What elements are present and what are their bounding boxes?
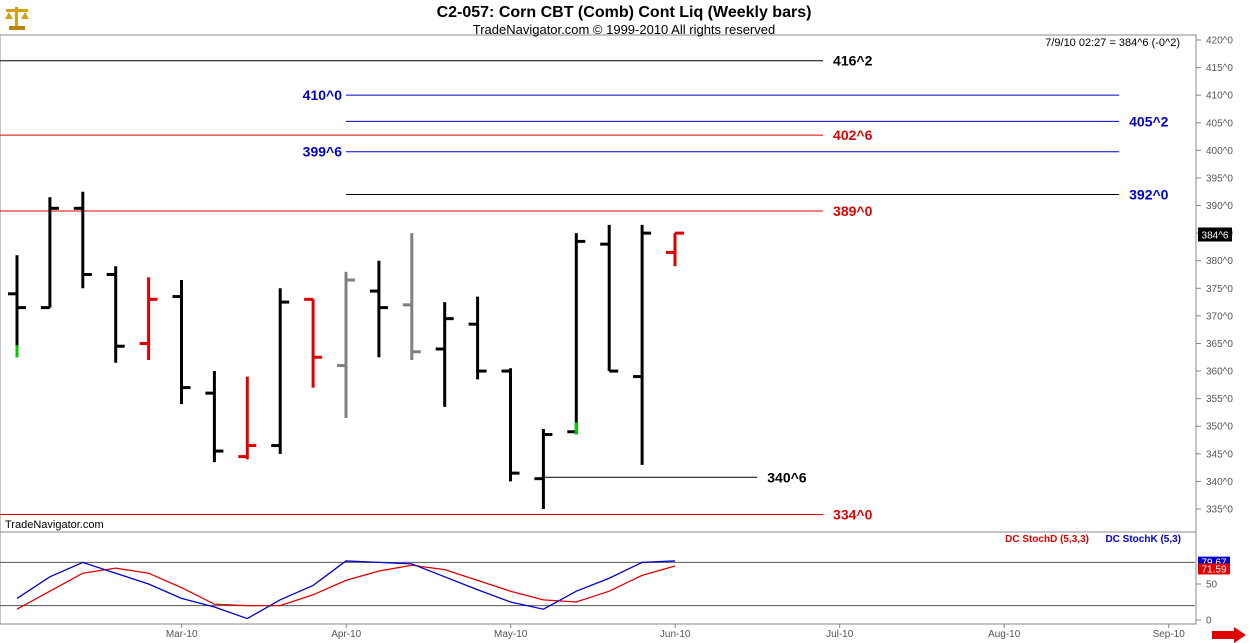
price-tick-label: 365^0 — [1206, 339, 1233, 350]
price-tick-label: 360^0 — [1206, 367, 1233, 378]
price-panel — [0, 34, 1197, 533]
price-tick-label: 340^0 — [1206, 477, 1233, 488]
price-tick-label: 375^0 — [1206, 284, 1233, 295]
stoch-d-legend: DC StochD (5,3,3) — [1005, 534, 1089, 545]
price-tick-label: 350^0 — [1206, 422, 1233, 433]
level-label: 389^0 — [833, 203, 873, 219]
time-tick-label: Mar-10 — [166, 629, 198, 640]
price-tick-label: 355^0 — [1206, 394, 1233, 405]
level-label: 405^2 — [1129, 113, 1169, 129]
stochastic-panel — [0, 531, 1197, 625]
last-price-badge: 384^6 — [1198, 227, 1232, 242]
price-tick-label: 335^0 — [1206, 505, 1233, 516]
price-tick-label: 390^0 — [1206, 201, 1233, 212]
time-tick-label: Jun-10 — [660, 629, 691, 640]
level-label: 392^0 — [1129, 186, 1169, 202]
scales-logo-icon — [5, 7, 29, 30]
price-tick-label: 420^0 — [1206, 36, 1233, 47]
watermark: TradeNavigator.com — [5, 519, 104, 531]
stoch-k-legend: DC StochK (5,3) — [1105, 534, 1181, 545]
price-tick-label: 405^0 — [1206, 118, 1233, 129]
stoch-k-badge-bg — [1198, 556, 1230, 568]
time-tick-label: Apr-10 — [331, 629, 361, 640]
time-tick-label: May-10 — [494, 629, 528, 640]
price-tick-label: 380^0 — [1206, 256, 1233, 267]
stoch-d-badge-bg — [1198, 563, 1230, 575]
time-axis-labels: Mar-10 Apr-10 May-10 Jun-10 Jul-10 Aug-10 Sep-… — [166, 624, 1186, 640]
scroll-right-arrow-icon[interactable] — [1212, 627, 1246, 643]
price-tick-label: 370^0 — [1206, 311, 1233, 322]
level-label: 340^6 — [767, 469, 807, 485]
last-price-badge-bg — [1198, 227, 1232, 242]
level-label: 416^2 — [833, 53, 873, 69]
level-label: 334^0 — [833, 507, 873, 523]
price-tick-label: 395^0 — [1206, 173, 1233, 184]
last-price-badge-label: 384^6 — [1202, 230, 1229, 241]
chart-title: C2-057: Corn CBT (Comb) Cont Liq (Weekly… — [437, 4, 812, 21]
price-tick-label: 345^0 — [1206, 449, 1233, 460]
chart-subtitle: TradeNavigator.com © 1999-2010 All right… — [473, 22, 775, 37]
price-tick-label: 415^0 — [1206, 63, 1233, 74]
stoch-tick-label: 0 — [1206, 616, 1212, 627]
level-label: 410^0 — [303, 87, 343, 103]
stoch-tick-label: 50 — [1206, 580, 1218, 591]
time-tick-label: Jul-10 — [826, 629, 854, 640]
price-tick-label: 400^0 — [1206, 146, 1233, 157]
stoch-k-line — [16, 560, 676, 620]
quote-readout: 7/9/10 02:27 = 384^6 (-0^2) — [1045, 37, 1180, 49]
support-resistance-levels: 416^2 410^0 405^2 402^6 399^6 392^0 389^0 340^6… — [0, 53, 1169, 523]
ohlc-bars — [8, 191, 684, 509]
time-tick-label: Aug-10 — [988, 629, 1021, 640]
price-tick-label: 410^0 — [1206, 91, 1233, 102]
level-label: 402^6 — [833, 127, 873, 143]
time-tick-label: Sep-10 — [1153, 629, 1186, 640]
stoch-k-badge-label: 79.67 — [1201, 558, 1226, 569]
level-label: 399^6 — [303, 144, 343, 160]
stoch-d-line — [16, 564, 676, 610]
stoch-d-badge-label: 71.59 — [1201, 564, 1226, 575]
